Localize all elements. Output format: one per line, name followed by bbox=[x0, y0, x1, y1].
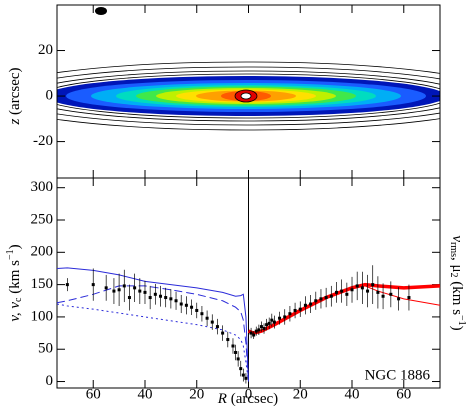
data-point bbox=[241, 373, 245, 377]
y-tick-label: 250 bbox=[31, 211, 54, 227]
data-point bbox=[184, 303, 188, 307]
y-tick-label: 200 bbox=[31, 244, 54, 260]
data-point bbox=[329, 294, 333, 298]
data-point bbox=[257, 328, 261, 332]
data-point bbox=[179, 302, 183, 306]
data-point bbox=[314, 299, 318, 303]
data-point bbox=[205, 316, 209, 320]
x-tick-label: 0 bbox=[245, 386, 253, 402]
data-point bbox=[254, 329, 258, 333]
data-point bbox=[210, 320, 214, 324]
y-tick-label: 0 bbox=[46, 373, 54, 389]
data-point bbox=[350, 288, 354, 292]
data-point bbox=[195, 308, 199, 312]
model-line bbox=[56, 303, 249, 382]
model-line bbox=[248, 285, 441, 334]
data-point bbox=[272, 320, 276, 324]
data-point bbox=[226, 338, 230, 342]
data-point bbox=[381, 294, 385, 298]
data-point bbox=[234, 350, 238, 354]
data-point bbox=[164, 296, 168, 300]
data-point bbox=[366, 289, 370, 293]
y-tick-label: 20 bbox=[38, 42, 53, 58]
data-point bbox=[244, 376, 248, 380]
x-tick-label: 20 bbox=[293, 386, 308, 402]
data-point bbox=[122, 284, 126, 288]
data-point bbox=[371, 283, 375, 287]
data-point bbox=[262, 327, 266, 331]
data-point bbox=[221, 331, 225, 335]
data-point bbox=[133, 286, 137, 290]
model-line bbox=[56, 285, 249, 382]
y-tick-label: 50 bbox=[38, 341, 53, 357]
data-point bbox=[112, 289, 116, 293]
data-point bbox=[298, 307, 302, 311]
x-tick-label: 40 bbox=[345, 386, 360, 402]
bottom-y-label: v, vc (km s−1) bbox=[5, 244, 24, 321]
data-point bbox=[252, 333, 256, 337]
data-point bbox=[407, 296, 411, 300]
data-point bbox=[148, 296, 152, 300]
data-point bbox=[389, 292, 393, 296]
data-point bbox=[138, 289, 142, 293]
x-tick-label: 60 bbox=[86, 386, 101, 402]
galaxy-image bbox=[57, 7, 440, 131]
data-point bbox=[324, 296, 328, 300]
data-point bbox=[267, 321, 271, 325]
model-line bbox=[247, 282, 441, 335]
x-label: R (arcsec) bbox=[217, 391, 278, 407]
data-point bbox=[265, 323, 269, 327]
data-point bbox=[231, 344, 235, 348]
data-point bbox=[259, 325, 263, 329]
data-point bbox=[278, 316, 282, 320]
top-y-label: z (arcsec) bbox=[7, 67, 23, 125]
y-tick-label: 100 bbox=[31, 308, 54, 324]
data-point bbox=[319, 297, 323, 301]
data-point bbox=[376, 290, 380, 294]
data-point bbox=[104, 286, 108, 290]
data-point bbox=[159, 294, 163, 298]
y-tick-label: 0 bbox=[46, 87, 54, 103]
data-point bbox=[174, 299, 178, 303]
data-point bbox=[397, 297, 401, 301]
data-point bbox=[153, 292, 157, 296]
data-point bbox=[303, 303, 307, 307]
data-point bbox=[270, 318, 274, 322]
data-point bbox=[288, 312, 292, 316]
data-point bbox=[293, 308, 297, 312]
data-point bbox=[283, 315, 287, 319]
data-point bbox=[249, 331, 253, 335]
y-tick-label: 150 bbox=[31, 276, 54, 292]
x-tick-label: 40 bbox=[137, 386, 152, 402]
right-y-label: vrms, μ2 (km s−1) bbox=[448, 235, 467, 330]
data-point bbox=[215, 325, 219, 329]
data-point bbox=[236, 357, 240, 361]
data-point bbox=[309, 302, 313, 306]
data-point bbox=[239, 367, 243, 371]
data-point bbox=[91, 283, 95, 287]
data-point bbox=[117, 288, 121, 292]
x-tick-label: 60 bbox=[396, 386, 411, 402]
data-point bbox=[340, 289, 344, 293]
y-tick-label: 300 bbox=[31, 179, 54, 195]
data-point bbox=[334, 290, 338, 294]
x-tick-label: 20 bbox=[189, 386, 204, 402]
annotation: NGC 1886 bbox=[365, 367, 431, 383]
data-point bbox=[345, 292, 349, 296]
data-point bbox=[169, 297, 173, 301]
data-point bbox=[200, 312, 204, 316]
data-point bbox=[65, 283, 69, 287]
model-line bbox=[56, 267, 249, 382]
data-point bbox=[355, 284, 359, 288]
y-tick-label: -20 bbox=[33, 133, 53, 149]
data-point bbox=[360, 286, 364, 290]
data-point bbox=[127, 296, 131, 300]
data-point bbox=[143, 290, 147, 294]
data-point bbox=[190, 305, 194, 309]
